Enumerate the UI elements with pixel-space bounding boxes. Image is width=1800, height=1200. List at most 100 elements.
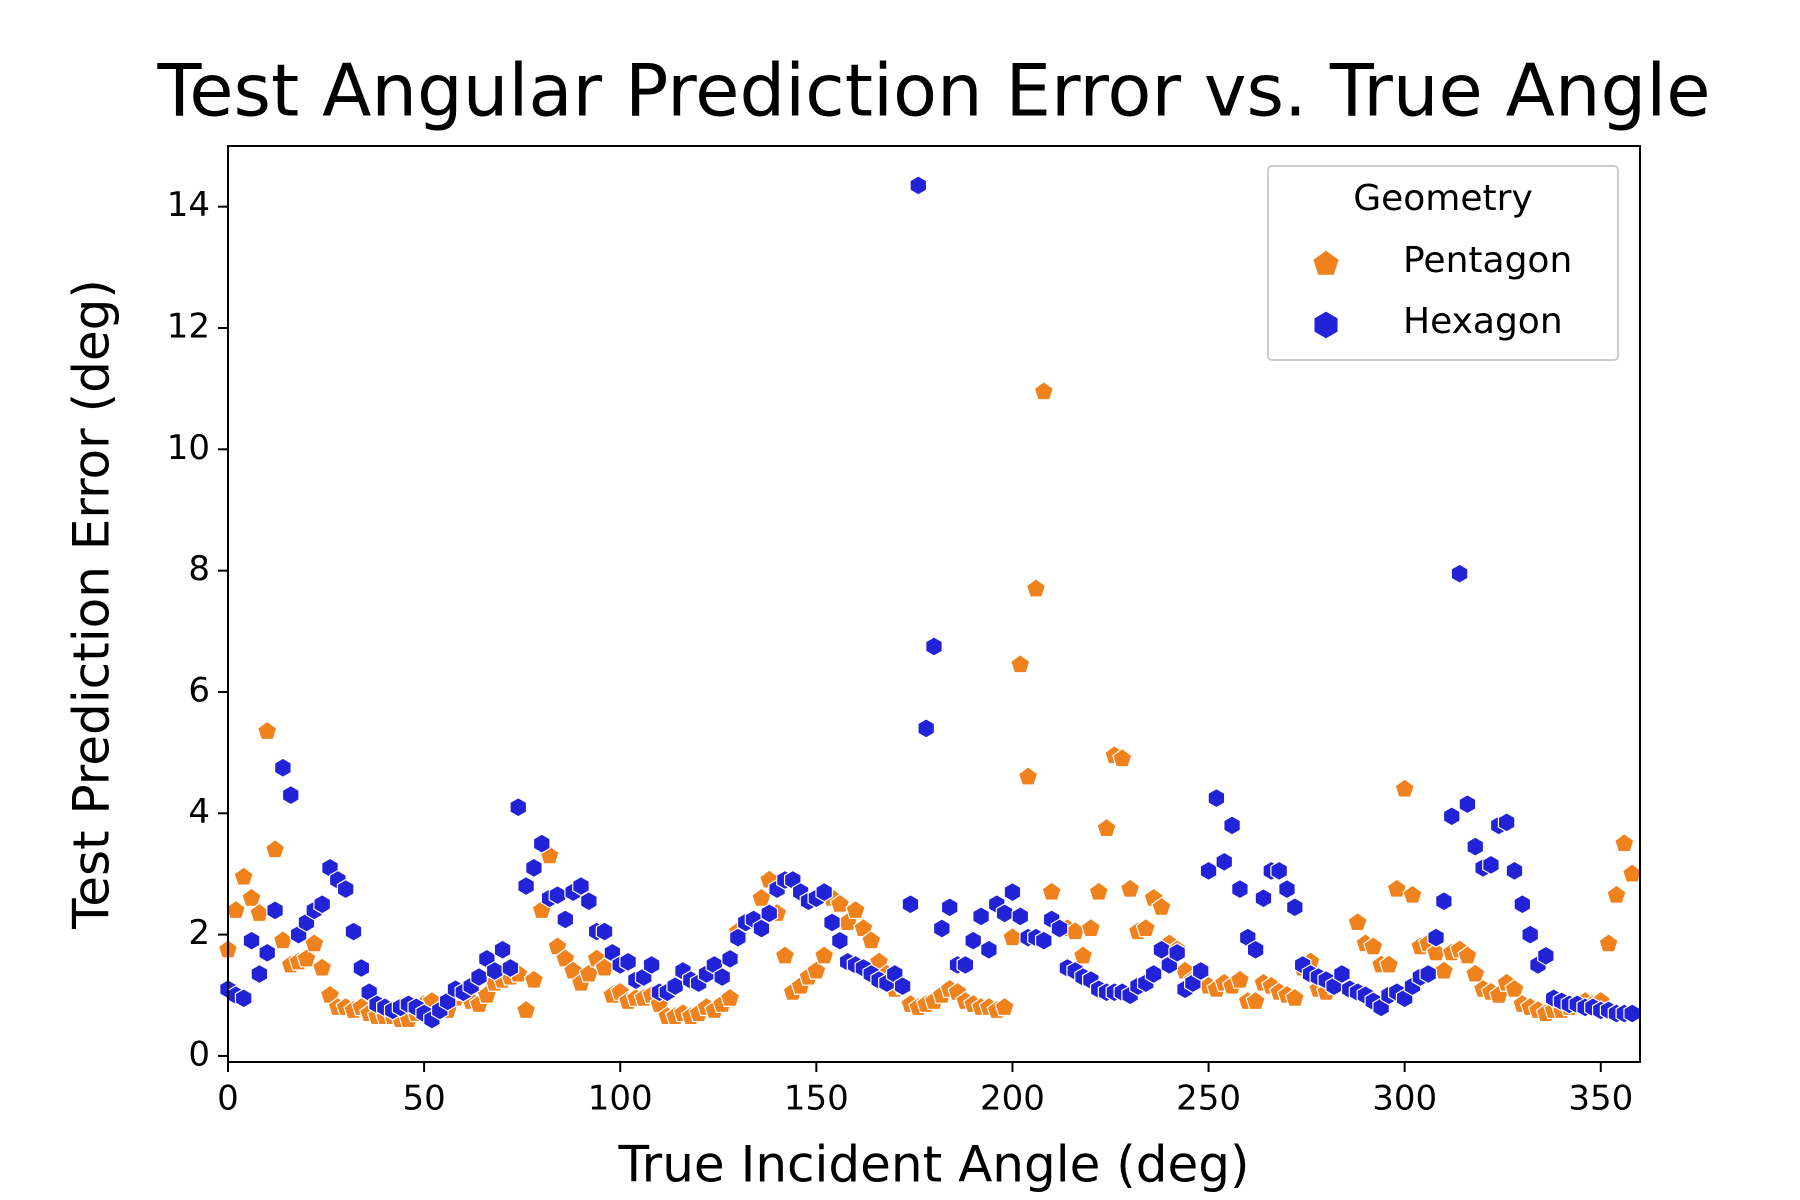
point	[1017, 766, 1039, 786]
point	[1254, 888, 1273, 909]
point	[995, 903, 1014, 924]
point	[548, 884, 567, 906]
point	[1402, 884, 1423, 904]
point	[352, 957, 371, 979]
point	[493, 939, 512, 960]
point	[760, 903, 779, 924]
point	[1034, 930, 1053, 951]
point	[274, 757, 292, 778]
point	[470, 966, 488, 988]
point	[1394, 778, 1415, 798]
point	[1231, 878, 1249, 900]
point	[813, 945, 835, 965]
point	[1433, 960, 1455, 980]
point	[1215, 851, 1234, 873]
point	[572, 875, 590, 897]
legend-marker	[1311, 249, 1341, 276]
point	[1041, 881, 1062, 901]
y-tick-label: 14	[167, 185, 210, 225]
x-tick-label: 100	[588, 1079, 653, 1119]
data-points	[217, 175, 1643, 1030]
point	[1621, 863, 1643, 883]
x-tick-label: 150	[784, 1079, 849, 1119]
point	[1435, 891, 1453, 912]
point	[729, 927, 747, 948]
point	[845, 899, 866, 920]
point	[1223, 815, 1241, 836]
point	[272, 929, 294, 950]
x-tick-label: 0	[217, 1079, 239, 1119]
point	[1144, 963, 1163, 985]
point	[1135, 917, 1157, 938]
point	[721, 948, 739, 970]
point	[713, 966, 732, 988]
point	[1278, 878, 1296, 900]
y-tick-label: 10	[167, 428, 210, 468]
point	[595, 921, 614, 942]
plot-frame	[227, 145, 1641, 1063]
point	[1606, 884, 1627, 904]
point	[940, 897, 959, 918]
point	[823, 912, 841, 933]
point	[1151, 896, 1172, 917]
point	[815, 881, 834, 903]
point	[1614, 832, 1635, 853]
point	[619, 951, 637, 973]
point	[1497, 812, 1516, 833]
y-tick-label: 0	[188, 1034, 210, 1074]
point	[281, 784, 300, 806]
point	[525, 857, 543, 879]
point	[266, 900, 284, 921]
point	[1598, 932, 1619, 953]
point	[580, 891, 598, 912]
point	[1191, 960, 1210, 982]
point	[336, 878, 355, 900]
point	[917, 718, 935, 739]
point	[296, 948, 317, 968]
point	[250, 963, 269, 985]
point	[1537, 945, 1555, 967]
point	[909, 175, 928, 196]
point	[344, 921, 363, 942]
x-tick-label: 350	[1568, 1079, 1633, 1119]
point	[517, 875, 535, 897]
point	[1112, 747, 1133, 768]
point	[752, 918, 771, 939]
y-tick-label: 12	[167, 306, 210, 346]
point	[1207, 787, 1226, 809]
y-tick-label: 8	[188, 549, 210, 589]
point	[1442, 806, 1461, 827]
point	[1521, 924, 1540, 945]
point	[1002, 926, 1023, 947]
point	[1245, 990, 1266, 1011]
point	[774, 945, 796, 965]
point	[1363, 935, 1384, 956]
point	[1270, 860, 1288, 882]
point	[1199, 860, 1218, 882]
x-tick-label: 300	[1372, 1079, 1437, 1119]
point	[829, 893, 851, 913]
point	[1088, 881, 1109, 901]
point	[1025, 578, 1047, 598]
point	[719, 987, 741, 1007]
point	[831, 930, 849, 951]
point	[258, 942, 277, 964]
y-axis-label: Test Prediction Error (deg)	[63, 279, 121, 930]
point	[304, 932, 325, 953]
point	[925, 636, 943, 657]
point	[234, 988, 253, 1009]
point	[1504, 978, 1525, 998]
x-tick-label: 200	[980, 1079, 1045, 1119]
point	[313, 894, 331, 915]
point	[1386, 878, 1408, 898]
x-axis-label: True Incident Angle (deg)	[617, 1136, 1249, 1194]
point	[642, 954, 661, 976]
point	[1347, 911, 1368, 932]
legend-label: Hexagon	[1403, 301, 1563, 342]
point	[523, 969, 545, 989]
point	[1011, 906, 1030, 927]
point	[1465, 963, 1486, 983]
point	[242, 930, 261, 951]
